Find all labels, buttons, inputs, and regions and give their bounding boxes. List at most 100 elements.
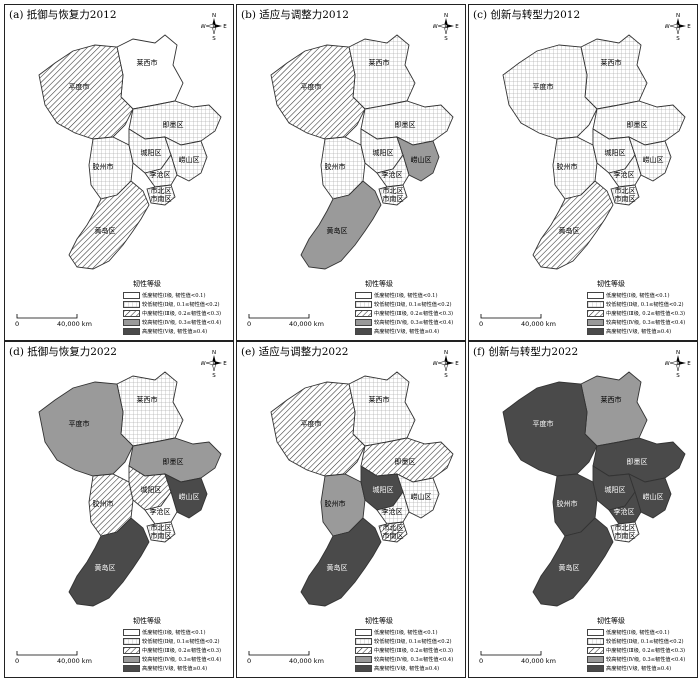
region-label: 即墨区 — [627, 458, 648, 466]
region-label: 市南区 — [151, 194, 172, 203]
legend-swatch — [355, 647, 372, 654]
legend-title: 韧性等级 — [365, 280, 393, 288]
compass-letter: N — [444, 13, 448, 19]
region-label: 即墨区 — [163, 121, 184, 129]
region-label: 胶州市 — [325, 162, 346, 171]
legend-item: 低度韧性(Ⅰ级, 韧性值<0.1) — [587, 291, 693, 300]
region-label: 莱西市 — [137, 395, 158, 404]
scale-distance-label: 40,000 km — [57, 657, 92, 665]
scale-bar: 0 40,000 km — [13, 649, 103, 667]
compass-letter: E — [687, 24, 691, 30]
region-label: 黄岛区 — [559, 563, 580, 572]
region-label: 李沧区 — [614, 170, 635, 179]
scale-distance-label: 40,000 km — [57, 320, 92, 328]
legend-label: 较低韧性(Ⅱ级, 0.1≤韧性值<0.2) — [606, 302, 684, 308]
legend-item: 低度韧性(Ⅰ级, 韧性值<0.1) — [123, 628, 229, 637]
legend-label: 较高韧性(Ⅳ级, 0.3≤韧性值<0.4) — [142, 657, 222, 663]
region-label: 平度市 — [69, 419, 90, 428]
region-label: 莱西市 — [601, 395, 622, 404]
legend-swatch — [355, 310, 372, 317]
region-laixi — [580, 34, 648, 110]
region-huangdao — [68, 517, 150, 607]
legend-item: 低度韧性(Ⅰ级, 韧性值<0.1) — [355, 291, 461, 300]
compass-letter: W — [665, 361, 670, 367]
region-shibei-shinan — [610, 184, 640, 206]
legend: 韧性等级 低度韧性(Ⅰ级, 韧性值<0.1) 较低韧性(Ⅱ级, 0.1≤韧性值<0.… — [123, 616, 229, 673]
legend-label: 较低韧性(Ⅱ级, 0.1≤韧性值<0.2) — [142, 639, 220, 645]
region-label: 胶州市 — [557, 499, 578, 508]
region-label: 市北区 — [615, 523, 636, 532]
legend-title: 韧性等级 — [597, 280, 625, 288]
compass-letter: W — [201, 24, 206, 30]
region-shibei-shinan — [146, 521, 176, 543]
region-label: 莱西市 — [137, 58, 158, 67]
legend: 韧性等级低度韧性(Ⅰ级, 韧性值<0.1) 较低韧性(Ⅱ级, 0.1≤韧性值<0.… — [355, 616, 461, 673]
compass-letter: S — [212, 36, 216, 41]
compass-letter: W — [433, 24, 438, 30]
legend-item: 高度韧性(Ⅴ级, 韧性值≥0.4) — [123, 327, 229, 336]
legend-item: 高度韧性(Ⅴ级, 韧性值≥0.4) — [355, 664, 461, 673]
scale-distance-label: 40,000 km — [289, 320, 324, 328]
region-label: 市北区 — [615, 186, 636, 195]
compass-letter: N — [676, 350, 680, 356]
legend-item: 较低韧性(Ⅱ级, 0.1≤韧性值<0.2) — [355, 637, 461, 646]
scale-distance-label: 40,000 km — [521, 320, 556, 328]
compass-letter: E — [223, 24, 227, 30]
region-laixi — [348, 371, 416, 447]
region-pingdu — [502, 44, 598, 140]
region-label: 胶州市 — [557, 162, 578, 171]
region-shibei-shinan — [378, 184, 408, 206]
panel-title: (b) 适应与调整力2012 — [241, 9, 349, 21]
legend-item: 低度韧性(Ⅰ级, 韧性值<0.1) — [587, 628, 693, 637]
legend-swatch — [355, 328, 372, 335]
panel-title: (e) 适应与调整力2022 — [241, 346, 349, 358]
scale-zero-label: 0 — [15, 657, 20, 665]
legend-item: 较低韧性(Ⅱ级, 0.1≤韧性值<0.2) — [123, 300, 229, 309]
scale-bar: 0 40,000 km — [245, 649, 335, 667]
region-label: 李沧区 — [150, 507, 171, 516]
map-panel: 莱西市 平度市 即墨区 胶州市 城阳区 崂山区 李沧区 市北区 市南区 黄岛区 (e) 适应与调整力… — [236, 341, 466, 678]
legend-title: 韧性等级 — [133, 280, 161, 288]
compass-letter: N — [676, 13, 680, 19]
region-pingdu — [270, 44, 366, 140]
north-arrow-icon: N S W E — [665, 13, 691, 41]
compass-letter: S — [212, 373, 216, 378]
region-laixi — [580, 371, 648, 447]
region-label: 市北区 — [383, 186, 404, 195]
legend-item: 较低韧性(Ⅱ级, 0.1≤韧性值<0.2) — [587, 637, 693, 646]
legend-swatch — [355, 665, 372, 672]
legend-item: 较低韧性(Ⅱ级, 0.1≤韧性值<0.2) — [123, 637, 229, 646]
legend-label: 较低韧性(Ⅱ级, 0.1≤韧性值<0.2) — [374, 302, 452, 308]
region-label: 李沧区 — [382, 170, 403, 179]
legend-item: 中度韧性(Ⅲ级, 0.2≤韧性值<0.3) — [355, 646, 461, 655]
scale-zero-label: 0 — [479, 320, 484, 328]
legend: 韧性等级 低度韧性(Ⅰ级, 韧性值<0.1) 较低韧性(Ⅱ级, 0.1≤韧性值<0.… — [123, 279, 229, 336]
legend-item: 较低韧性(Ⅱ级, 0.1≤韧性值<0.2) — [355, 300, 461, 309]
region-label: 崂山区 — [179, 492, 200, 501]
scale-bar: 0 40,000 km — [13, 312, 103, 330]
legend: 韧性等级低度韧性(Ⅰ级, 韧性值<0.1) 较低韧性(Ⅱ级, 0.1≤韧性值<0.… — [355, 279, 461, 336]
scale-zero-label: 0 — [15, 320, 20, 328]
legend-item: 较高韧性(Ⅳ级, 0.3≤韧性值<0.4) — [355, 318, 461, 327]
legend-label: 低度韧性(Ⅰ级, 韧性值<0.1) — [374, 630, 438, 636]
legend-title: 韧性等级 — [597, 617, 625, 625]
region-label: 城阳区 — [373, 485, 394, 494]
region-label: 市北区 — [151, 523, 172, 532]
region-laixi — [348, 34, 416, 110]
region-pingdu — [270, 381, 366, 477]
north-arrow-icon: N S W E — [433, 350, 459, 378]
north-arrow-icon: N S W E — [433, 13, 459, 41]
compass-letter: N — [444, 350, 448, 356]
panel-title: (c) 创新与转型力2012 — [473, 9, 581, 21]
region-label: 平度市 — [301, 82, 322, 91]
compass-letter: E — [687, 361, 691, 367]
legend-title: 韧性等级 — [365, 617, 393, 625]
region-label: 莱西市 — [601, 58, 622, 67]
region-label: 莱西市 — [369, 395, 390, 404]
legend-label: 中度韧性(Ⅲ级, 0.2≤韧性值<0.3) — [374, 311, 454, 317]
legend-item: 较高韧性(Ⅳ级, 0.3≤韧性值<0.4) — [123, 318, 229, 327]
legend-label: 较高韧性(Ⅳ级, 0.3≤韧性值<0.4) — [142, 320, 222, 326]
region-shibei-shinan — [610, 521, 640, 543]
